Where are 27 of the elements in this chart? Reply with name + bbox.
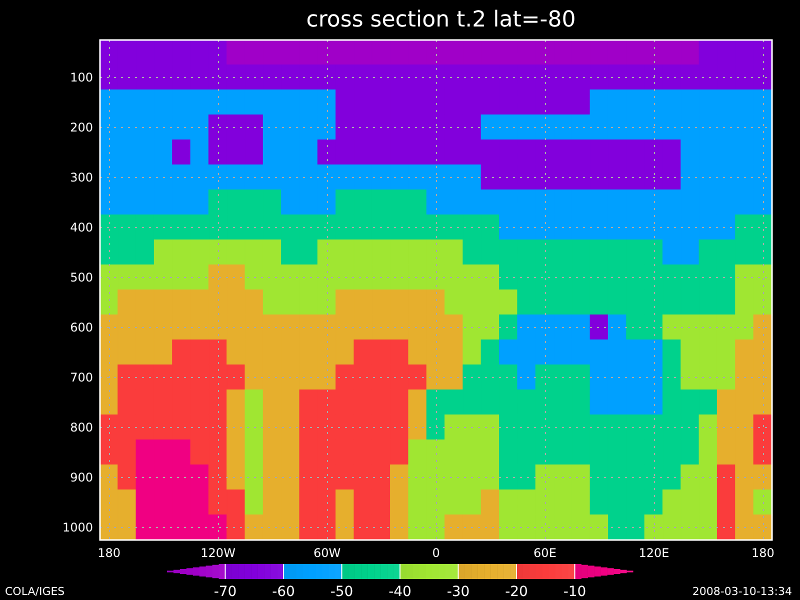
x-tick-label: 0 <box>432 546 440 560</box>
chart-title: cross section t.2 lat=-80 <box>306 8 576 32</box>
x-tick-label: 60E <box>534 546 556 560</box>
y-tick-label: 400 <box>70 220 93 234</box>
y-tick-label: 800 <box>70 420 93 434</box>
color-bar-label: -40 <box>388 584 412 600</box>
y-tick-label: 200 <box>70 120 93 134</box>
x-tick-label: 180 <box>751 546 774 560</box>
text: 2008-03-10-13:34 <box>692 585 792 598</box>
color-bar-label: -70 <box>214 584 237 600</box>
x-tick-label: 120E <box>638 546 670 560</box>
color-bar-label: -10 <box>563 584 586 600</box>
y-tick-label: 500 <box>70 270 93 284</box>
y-tick-label: 600 <box>70 320 93 334</box>
y-tick-label: 1000 <box>62 520 93 534</box>
color-bar-label: -20 <box>505 584 528 600</box>
y-tick-label: 900 <box>70 470 93 484</box>
x-tick-label: 60W <box>313 546 341 560</box>
color-bar-label: -30 <box>446 584 470 600</box>
y-tick-label: 300 <box>70 170 93 184</box>
y-tick-label: 700 <box>70 370 93 384</box>
x-tick-label: 120W <box>200 546 236 560</box>
x-tick-label: 180 <box>98 546 121 560</box>
y-tick-label: 100 <box>70 70 93 84</box>
color-bar-label: -50 <box>330 584 354 600</box>
color-bar-label: -60 <box>272 584 295 600</box>
text: COLA/IGES <box>5 585 65 598</box>
